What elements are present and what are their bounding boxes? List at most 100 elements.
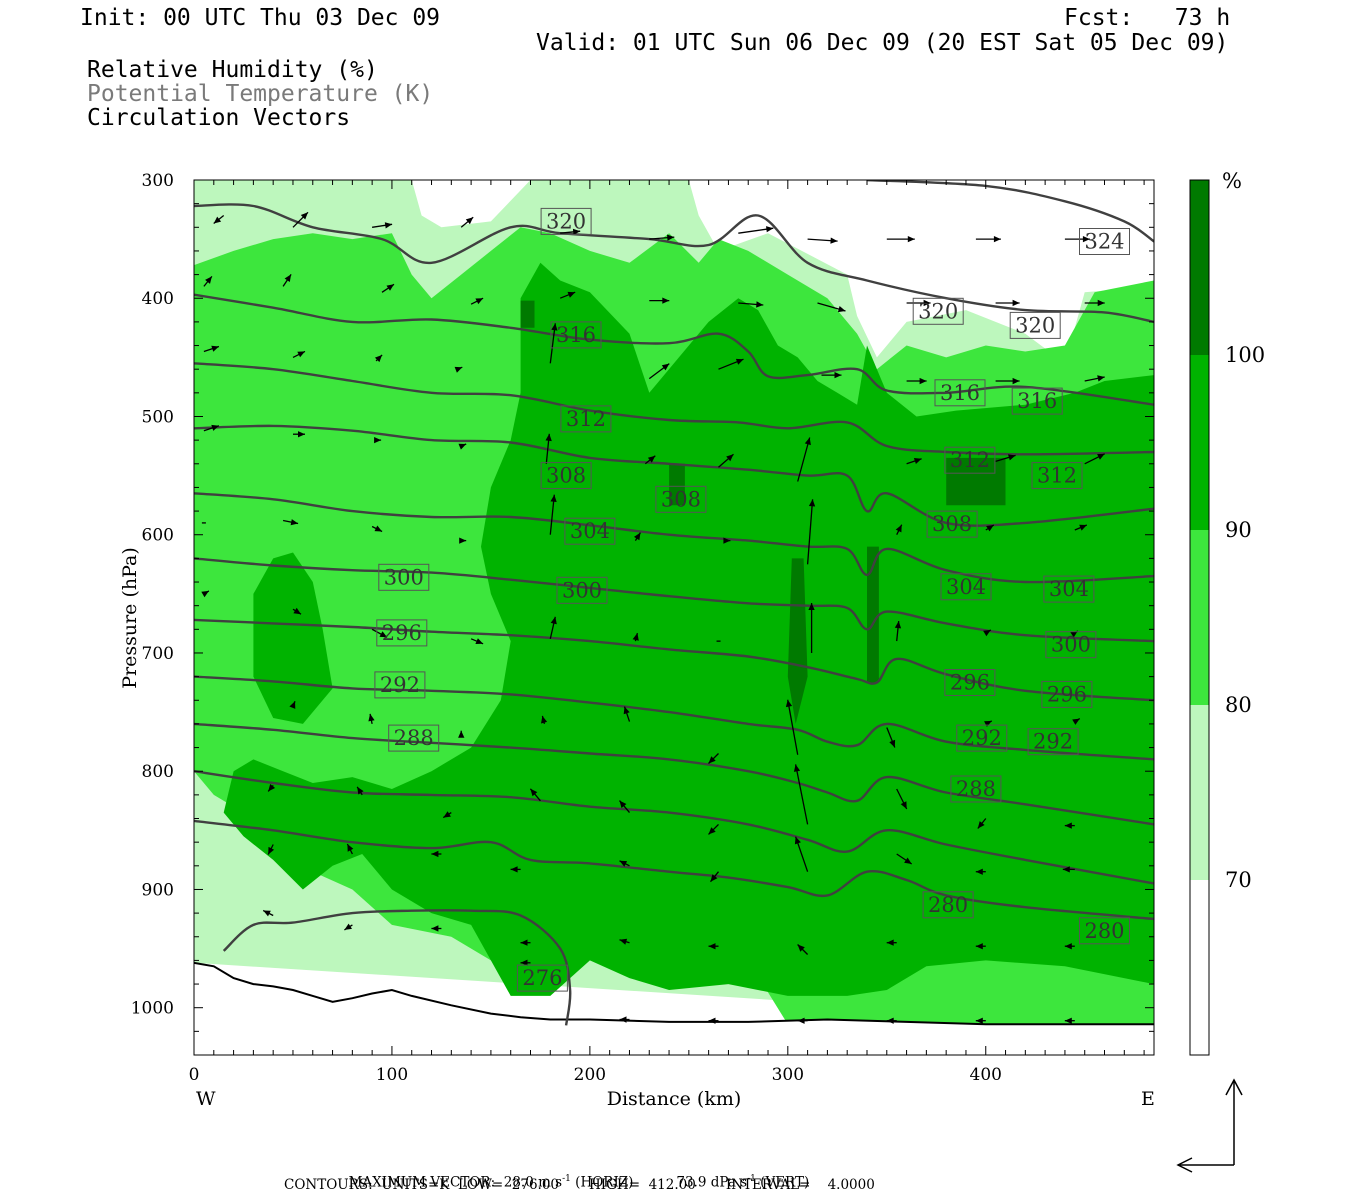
contour-label-box: [1079, 228, 1130, 255]
vector-arrow: [470, 638, 484, 645]
forecast-hour: Fcst: 73 h: [1064, 5, 1231, 31]
vector-arrow: [649, 234, 675, 241]
contour-label-box: [940, 573, 992, 601]
y-tick-label: 1000: [131, 999, 174, 1019]
rh-region-100+: [787, 558, 808, 724]
unit-exponent: -1: [747, 1174, 756, 1184]
vector-arrow: [374, 437, 382, 444]
contour-label: 320: [918, 299, 958, 323]
vector-arrow: [975, 868, 986, 875]
max-vector-horiz-tag: (HORIZ): [570, 1174, 634, 1191]
west-label: W: [196, 1088, 216, 1110]
vector-arrow: [282, 274, 292, 287]
vector-arrow: [886, 939, 897, 946]
vector-arrow: [459, 537, 467, 544]
vector-arrow: [797, 1017, 808, 1024]
contour-label: 296: [1047, 682, 1087, 706]
vector-arrow: [262, 909, 274, 917]
theta-contour-288: [194, 722, 1154, 826]
vector-arrow: [886, 236, 915, 243]
vector-arrow: [1084, 299, 1105, 307]
theta-contour-304: [194, 492, 1154, 584]
vector-arrow: [723, 537, 731, 544]
vector-arrow: [995, 299, 1020, 307]
rh-region-100+: [946, 457, 1006, 506]
vector-arrow: [541, 715, 548, 725]
vector-arrow: [895, 524, 903, 535]
vector-arrow: [292, 211, 309, 228]
contour-label: 300: [562, 578, 602, 602]
vector-arrow: [292, 607, 302, 615]
vector-arrow: [708, 1017, 719, 1024]
vector-arrow: [619, 860, 630, 867]
plot-frame: [193, 179, 1155, 1056]
vector-arrow: [906, 458, 922, 465]
vector-arrow: [709, 871, 720, 883]
vector-arrow: [648, 363, 670, 380]
vector-arrow: [649, 297, 670, 304]
vector-arrow: [708, 943, 719, 950]
valid-time: Valid: 01 UTC Sun 06 Dec 09 (20 EST Sat …: [536, 30, 1229, 56]
y-axis-label: Pressure (hPa): [119, 547, 141, 689]
vector-arrow: [293, 431, 305, 438]
contour-label: 312: [566, 407, 606, 431]
contour-label: 280: [1084, 919, 1124, 943]
theta-contour-324: [866, 180, 1154, 243]
terrain-line: [194, 961, 1154, 1026]
colorbar-band: [1190, 530, 1209, 705]
vector-arrow: [906, 299, 931, 307]
contour-label: 308: [932, 512, 972, 536]
vector-arrow: [623, 706, 631, 722]
y-tick-label: 400: [142, 289, 174, 309]
vector-arrow: [644, 455, 656, 465]
vector-arrow: [984, 720, 993, 727]
contour-label-box: [516, 964, 568, 992]
vector-arrow: [454, 366, 463, 373]
vector-arrow: [381, 283, 395, 293]
vector-arrow: [807, 237, 838, 244]
colorbar-band: [1190, 180, 1209, 355]
vector-arrow: [808, 603, 815, 653]
terrain-layer: [194, 961, 1154, 1055]
vector-arrow: [708, 753, 719, 764]
contour-label-box: [550, 321, 602, 349]
vector-arrow: [374, 354, 383, 363]
contour-label-box: [388, 724, 440, 752]
init-time: Init: 00 UTC Thu 03 Dec 09: [80, 5, 441, 31]
vector-arrow: [442, 811, 452, 819]
vector-arrow: [368, 713, 375, 725]
vector-arrow: [371, 525, 383, 533]
vector-arrow: [1064, 943, 1075, 950]
vector-arrow: [894, 621, 902, 642]
colorbar-level: 80: [1225, 693, 1252, 717]
contour-label: 280: [928, 893, 968, 917]
vector-arrow: [886, 1017, 897, 1024]
vector-arrow: [1084, 453, 1105, 465]
vector-arrow: [267, 844, 275, 855]
contour-label: 276: [522, 966, 562, 990]
vector-arrow: [797, 437, 811, 482]
max-vector-note: MAXIMUM VECTOR: 28.0 m s-1 (HORIZ) 73.9 …: [340, 1158, 810, 1191]
vector-arrow: [708, 823, 719, 835]
contour-label-box: [950, 775, 1002, 803]
vector-arrow: [203, 424, 220, 432]
contour-label: 288: [956, 777, 996, 801]
contour-label-box: [1027, 728, 1079, 756]
contour-label-box: [374, 671, 426, 699]
theta-contour-296: [194, 618, 1154, 702]
field-rh-label: Relative Humidity (%): [87, 57, 378, 83]
rh-region-100+: [669, 463, 685, 506]
max-vector-vert-tag: (VERT): [755, 1174, 810, 1191]
x-tick-label: 300: [772, 1065, 804, 1085]
contour-label: 308: [546, 464, 586, 488]
contour-label-box: [1041, 680, 1093, 708]
field-vectors-label: Circulation Vectors: [87, 105, 351, 131]
vector-scale-icon: [1176, 1078, 1243, 1173]
x-tick-label: 0: [189, 1065, 200, 1085]
x-tick-label: 100: [376, 1065, 408, 1085]
contour-label-box: [540, 207, 592, 235]
vector-arrow: [886, 727, 896, 748]
theta-contour-292: [194, 675, 1154, 761]
vector-arrow: [977, 818, 987, 829]
vector-arrow: [821, 372, 842, 379]
